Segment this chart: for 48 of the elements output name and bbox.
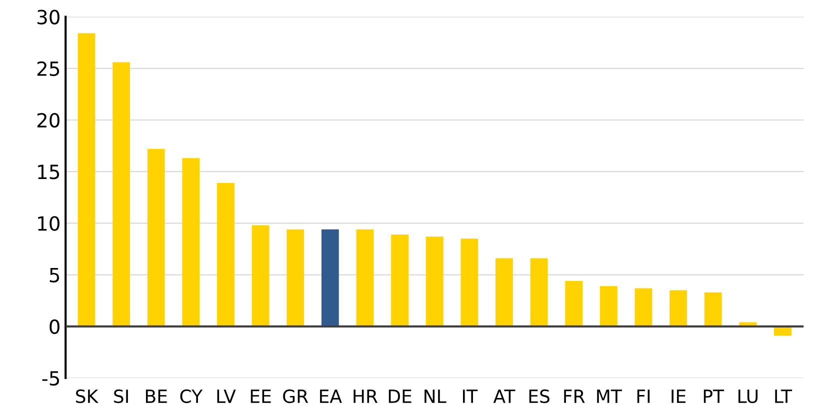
- x-tick-label: SK: [76, 389, 99, 404]
- x-tick-label: IT: [463, 390, 478, 403]
- y-tick-label: 30: [37, 10, 60, 24]
- x-tick-label: GR: [283, 389, 308, 404]
- x-tick-label: LU: [738, 390, 758, 404]
- bar: [426, 236, 444, 326]
- bar: [217, 182, 234, 326]
- bar: [496, 258, 513, 326]
- x-tick-label: HR: [354, 390, 378, 403]
- bar: [530, 258, 548, 326]
- bar: [286, 229, 304, 326]
- bar: [565, 280, 583, 326]
- x-tick-label: LT: [775, 390, 792, 403]
- bar: [670, 290, 687, 326]
- bar: [112, 62, 130, 326]
- x-tick-label: AT: [493, 390, 516, 403]
- x-tick-label: BE: [146, 390, 167, 403]
- y-tick-label: -5: [42, 371, 60, 386]
- x-tick-label: LV: [217, 390, 236, 403]
- x-tick-label: FI: [637, 390, 650, 403]
- x-tick-label: SI: [114, 389, 128, 404]
- x-tick-label: FR: [564, 390, 585, 403]
- x-tick-label: DE: [388, 390, 412, 403]
- x-tick-label: IE: [672, 390, 686, 403]
- y-tick-label: 15: [38, 164, 60, 180]
- x-tick-label: CY: [180, 389, 203, 404]
- y-tick-label: 5: [50, 268, 60, 282]
- x-tick-label: PT: [704, 390, 724, 403]
- x-tick-label: ES: [529, 389, 550, 404]
- x-tick-label: NL: [424, 390, 446, 403]
- x-tick-label: EE: [250, 390, 271, 403]
- bar: [634, 288, 652, 326]
- y-tick-label: 10: [38, 216, 60, 231]
- y-tick-label: 0: [50, 319, 60, 334]
- bar: [600, 286, 618, 326]
- bar: [391, 234, 408, 326]
- bar: [252, 225, 270, 326]
- bar: [78, 33, 96, 326]
- bar: [356, 229, 374, 326]
- x-tick-label: EA: [320, 390, 342, 403]
- bar: [704, 292, 722, 326]
- bar: [182, 158, 200, 326]
- x-tick-label: MT: [597, 390, 622, 403]
- bar: [460, 238, 478, 326]
- y-tick-label: 20: [37, 112, 60, 128]
- y-tick-label: 25: [37, 61, 60, 76]
- bar: [147, 148, 165, 326]
- bar: [321, 229, 339, 326]
